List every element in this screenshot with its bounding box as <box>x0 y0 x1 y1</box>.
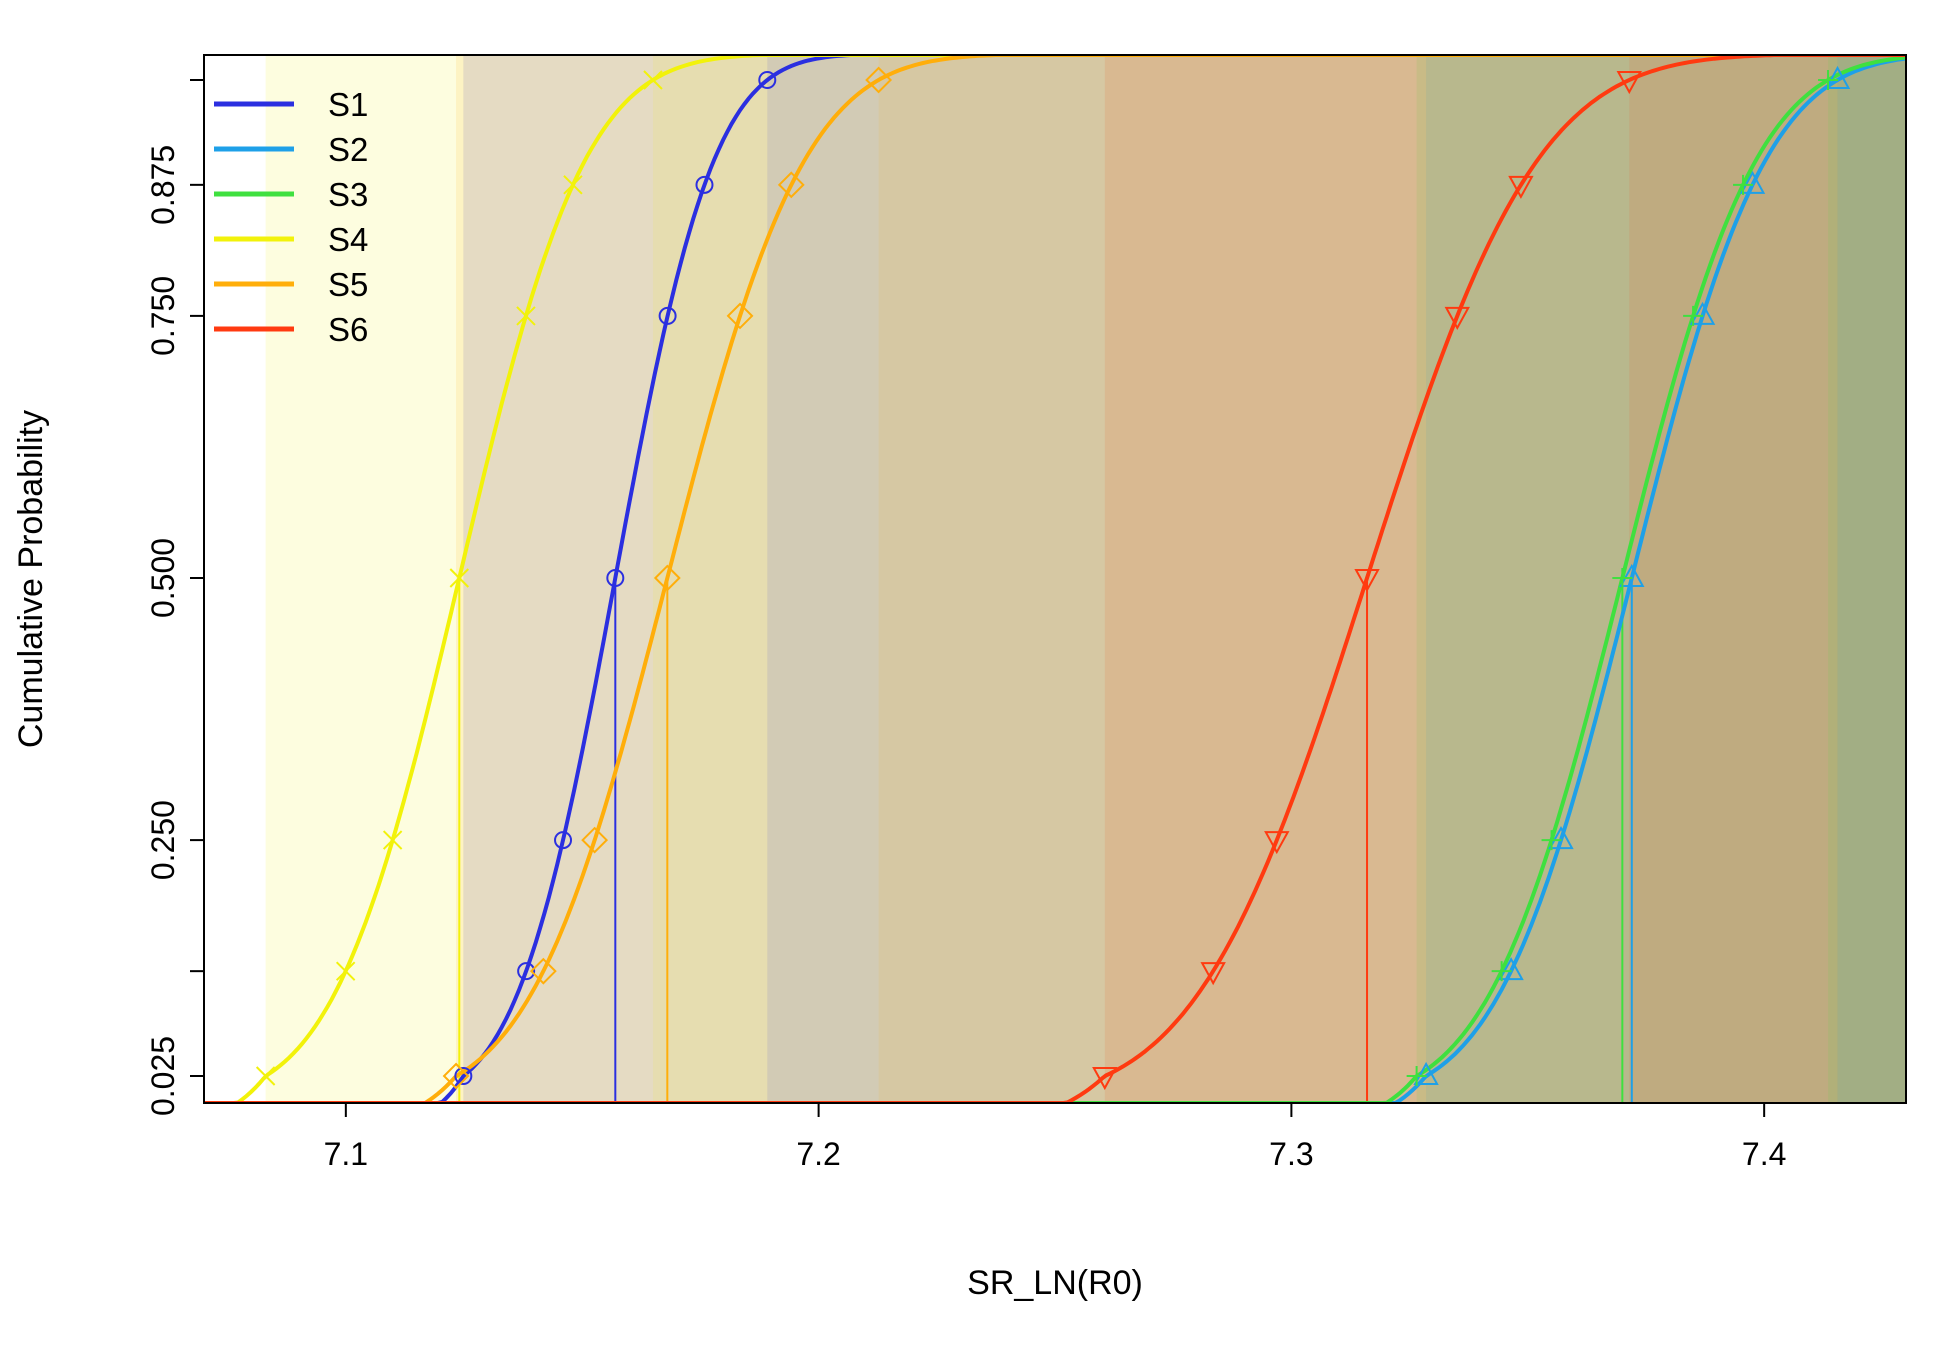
markers-s6 <box>1092 71 1642 1091</box>
marker-triangle <box>1619 563 1645 587</box>
legend: S1 S2 S3 S4 S5 S6 <box>214 86 368 348</box>
band-s1 <box>463 55 1906 1103</box>
marker-circle <box>658 306 677 325</box>
marker-triangle-down <box>1092 1067 1118 1091</box>
upper-band-s6 <box>1629 55 1906 1103</box>
upper-band-s3 <box>1828 55 1906 1103</box>
median-lines <box>458 578 1633 1103</box>
marker-diamond <box>865 66 893 94</box>
marker-cross <box>382 830 403 850</box>
x-tick-label: 7.1 <box>324 1136 368 1172</box>
y-axis: 0.025 0.250 0.500 0.750 0.875 <box>145 79 204 1116</box>
legend-label-s6: S6 <box>328 311 368 348</box>
marker-triangle-down <box>1200 962 1226 986</box>
upper-band-s4 <box>652 55 1906 1103</box>
marker-triangle-down <box>1354 569 1380 593</box>
y-tick-label: 0.750 <box>145 276 181 356</box>
legend-label-s5: S5 <box>328 266 368 303</box>
cdf-markers <box>255 65 1851 1091</box>
x-tick-label: 7.2 <box>796 1136 840 1172</box>
marker-diamond <box>581 826 609 854</box>
marker-diamond <box>777 171 805 199</box>
marker-plus <box>1612 568 1633 588</box>
marker-plus <box>1818 70 1839 90</box>
marker-triangle <box>1739 170 1766 194</box>
marker-triangle <box>1498 957 1524 981</box>
marker-circle <box>517 962 536 981</box>
marker-triangle <box>1689 301 1716 325</box>
marker-triangle <box>1548 826 1574 850</box>
marker-triangle-down <box>1508 175 1534 199</box>
y-tick-label: 0.025 <box>145 1036 181 1116</box>
marker-circle <box>758 71 777 89</box>
legend-label-s3: S3 <box>328 176 368 213</box>
marker-cross <box>335 961 356 981</box>
marker-circle <box>554 831 573 850</box>
band-s5 <box>456 55 1906 1103</box>
marker-plus <box>1491 961 1512 982</box>
marker-diamond <box>442 1062 470 1090</box>
marker-circle <box>695 175 714 194</box>
marker-plus <box>1406 1066 1427 1086</box>
legend-label-s4: S4 <box>328 221 368 258</box>
quantile-bands <box>265 55 1906 1103</box>
legend-label-s2: S2 <box>328 131 368 168</box>
marker-circle <box>454 1067 473 1085</box>
marker-plus <box>1683 305 1704 326</box>
cdf-line-s6 <box>204 55 1906 1103</box>
upper-band-s2 <box>1837 55 1906 1103</box>
band-s3 <box>1416 55 1906 1103</box>
y-tick-label: 0.875 <box>145 145 181 225</box>
x-tick-label: 7.3 <box>1269 1136 1313 1172</box>
marker-diamond <box>726 302 754 330</box>
marker-diamond <box>529 957 557 985</box>
band-s2 <box>1426 55 1906 1103</box>
cdf-line-s4 <box>204 55 1906 1103</box>
x-axis: 7.1 7.2 7.3 7.4 <box>324 1103 1786 1172</box>
y-tick-label: 0.500 <box>145 538 181 618</box>
marker-plus <box>1541 830 1562 851</box>
marker-cross <box>643 70 663 90</box>
markers-s3 <box>1406 70 1839 1086</box>
marker-cross <box>449 568 470 588</box>
marker-diamond <box>653 564 681 592</box>
y-axis-label: Cumulative Probability <box>12 410 50 748</box>
marker-triangle <box>1413 1061 1439 1085</box>
marker-cross <box>563 175 583 195</box>
y-tick-label: 0.250 <box>145 800 181 880</box>
marker-triangle <box>1824 65 1851 89</box>
marker-triangle-down <box>1616 71 1642 95</box>
x-tick-label: 7.4 <box>1742 1136 1786 1172</box>
marker-cross <box>516 306 536 326</box>
marker-triangle-down <box>1264 831 1290 855</box>
marker-triangle-down <box>1444 306 1470 330</box>
marker-cross <box>255 1066 276 1086</box>
markers-s5 <box>442 66 893 1090</box>
marker-circle <box>606 569 625 587</box>
legend-label-s1: S1 <box>328 86 368 123</box>
markers-s2 <box>1413 65 1851 1085</box>
x-axis-label: SR_LN(R0) <box>967 1264 1143 1302</box>
upper-band-s1 <box>767 55 1906 1103</box>
markers-s1 <box>454 71 777 1085</box>
marker-plus <box>1733 174 1754 195</box>
cdf-line-s2 <box>204 56 1906 1103</box>
cdf-line-s5 <box>204 55 1906 1103</box>
markers-s4 <box>255 70 663 1086</box>
